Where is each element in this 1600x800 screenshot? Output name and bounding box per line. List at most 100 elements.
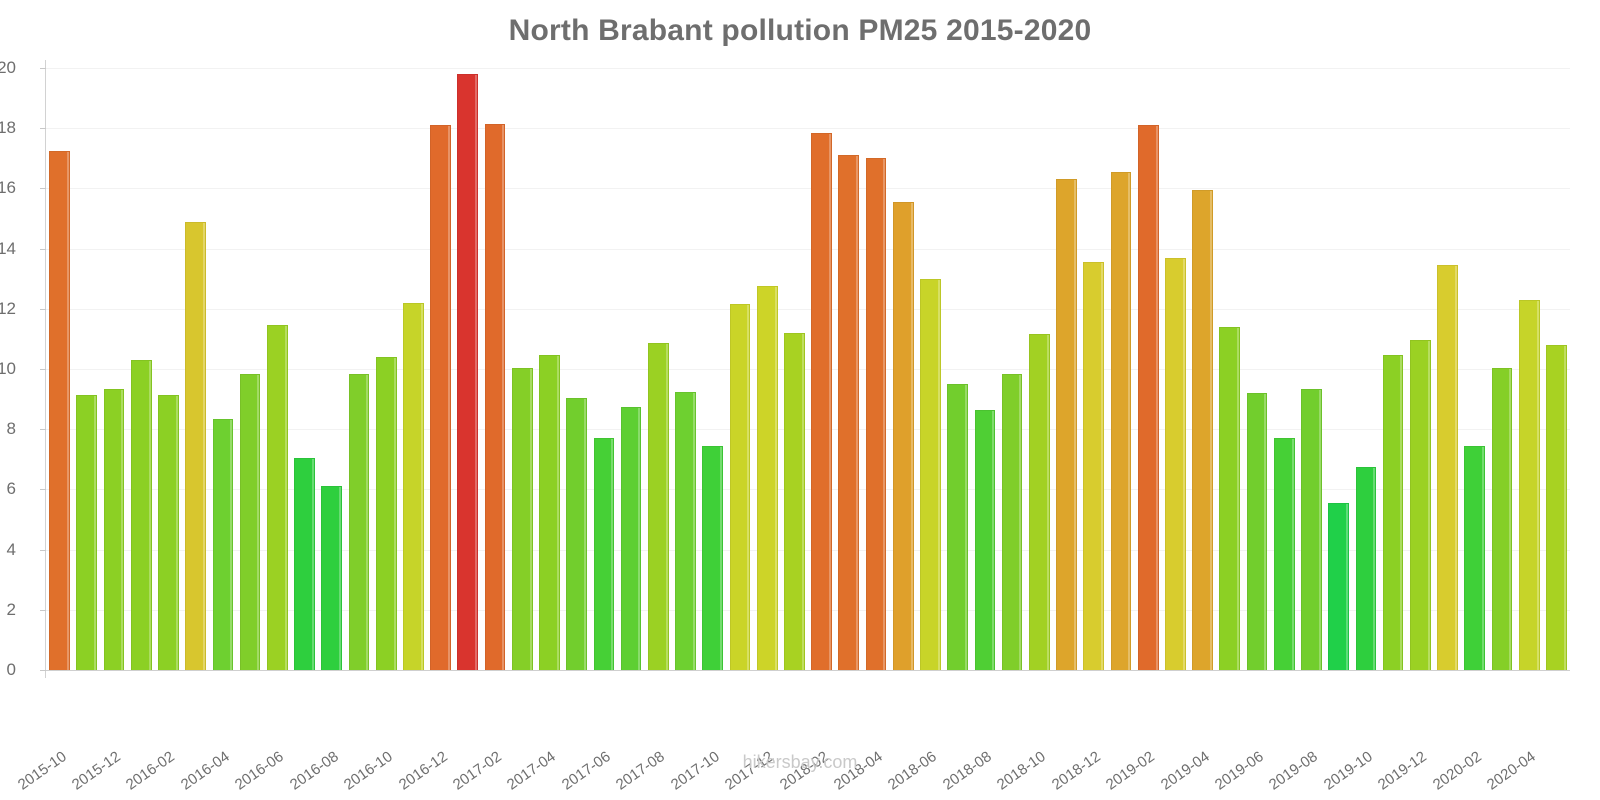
bar[interactable] — [321, 486, 343, 670]
bar-highlight — [339, 487, 342, 670]
bar-highlight — [203, 222, 205, 670]
bar[interactable] — [375, 356, 397, 670]
bar-highlight — [1182, 258, 1185, 670]
y-axis-tick-label: 4 — [6, 539, 16, 559]
bar[interactable] — [239, 373, 261, 670]
bar[interactable] — [647, 343, 669, 670]
bar-highlight — [1427, 341, 1430, 670]
bar[interactable] — [1001, 373, 1023, 670]
bar[interactable] — [1464, 445, 1486, 670]
bar[interactable] — [1137, 125, 1159, 670]
bar[interactable] — [1083, 262, 1105, 670]
bar[interactable] — [1437, 265, 1458, 670]
bar[interactable] — [484, 123, 506, 670]
bar[interactable] — [838, 155, 860, 670]
bar[interactable] — [593, 438, 615, 670]
bar[interactable] — [974, 409, 996, 670]
bar[interactable] — [1246, 393, 1268, 670]
bar-highlight — [94, 395, 97, 670]
bar[interactable] — [1165, 257, 1186, 670]
bar-highlight — [420, 303, 423, 670]
y-axis-tick-mark — [40, 429, 46, 431]
bar[interactable] — [212, 418, 234, 670]
bar-highlight — [311, 458, 314, 670]
gridline — [46, 248, 1570, 250]
bar[interactable] — [348, 373, 370, 670]
bar[interactable] — [185, 221, 206, 670]
bar[interactable] — [784, 332, 805, 670]
bar-highlight — [257, 374, 260, 670]
bar-highlight — [828, 133, 831, 670]
y-axis-tick-mark — [40, 670, 46, 671]
bar[interactable] — [403, 302, 424, 670]
bar-highlight — [502, 124, 505, 670]
bar-highlight — [1155, 126, 1158, 670]
y-axis-tick-label: 0 — [6, 660, 16, 679]
bar[interactable] — [1546, 344, 1567, 670]
y-axis-tick-mark — [40, 128, 46, 130]
bar[interactable] — [1301, 388, 1322, 670]
bar-highlight — [1454, 266, 1457, 670]
bar-highlight — [883, 159, 886, 670]
bar[interactable] — [811, 132, 832, 670]
bar[interactable] — [675, 391, 696, 670]
bar[interactable] — [1028, 334, 1050, 670]
gridline — [46, 609, 1570, 611]
bar-highlight — [230, 419, 233, 670]
bar[interactable] — [892, 201, 914, 670]
gridline — [46, 549, 1570, 551]
source-watermark: hikersbay.com — [742, 752, 858, 772]
bar[interactable] — [76, 394, 98, 670]
bar[interactable] — [457, 74, 479, 670]
bar[interactable] — [511, 367, 533, 670]
bar-highlight — [1046, 335, 1049, 670]
bar[interactable] — [158, 394, 179, 670]
y-axis-tick-mark — [40, 308, 46, 310]
bar[interactable] — [1056, 179, 1077, 670]
bar[interactable] — [947, 384, 968, 670]
bar[interactable] — [1355, 466, 1377, 670]
bar[interactable] — [1110, 171, 1132, 670]
bar[interactable] — [702, 445, 724, 670]
bar[interactable] — [1491, 367, 1513, 670]
bar-highlight — [1237, 327, 1240, 670]
bar-highlight — [284, 326, 287, 670]
bar[interactable] — [1518, 299, 1540, 670]
y-axis-tick-label: 14 — [0, 238, 16, 258]
bar-highlight — [1019, 374, 1022, 670]
bar[interactable] — [729, 304, 751, 670]
bar[interactable] — [920, 278, 941, 670]
bar[interactable] — [294, 457, 315, 670]
bar[interactable] — [865, 158, 887, 670]
bar[interactable] — [1328, 502, 1349, 670]
bar[interactable] — [103, 388, 125, 670]
bar[interactable] — [430, 125, 451, 670]
y-axis-tick-label: 16 — [0, 178, 16, 198]
y-axis-tick-label: 6 — [6, 479, 16, 499]
bar[interactable] — [130, 359, 152, 670]
gridline — [46, 68, 1570, 69]
bar[interactable] — [1382, 355, 1404, 670]
bar-highlight — [1563, 345, 1566, 670]
bar-highlight — [1400, 356, 1403, 670]
y-axis-tick-mark — [40, 248, 46, 250]
bar[interactable] — [1273, 438, 1295, 670]
bar[interactable] — [566, 397, 587, 670]
bar[interactable] — [620, 406, 642, 670]
bar[interactable] — [1192, 189, 1213, 670]
y-axis-tick-label: 8 — [6, 419, 16, 439]
gridline — [46, 308, 1570, 310]
bar-highlight — [937, 279, 940, 670]
bar[interactable] — [266, 325, 288, 670]
bar[interactable] — [539, 355, 560, 670]
bar[interactable] — [49, 150, 70, 670]
bar-highlight — [393, 357, 396, 670]
chart-title: North Brabant pollution PM25 2015-2020 — [508, 14, 1092, 47]
bar-highlight — [611, 439, 614, 670]
bar-highlight — [148, 360, 151, 670]
bar[interactable] — [756, 286, 778, 670]
bar[interactable] — [1219, 326, 1241, 670]
bar[interactable] — [1409, 340, 1431, 670]
bar-highlight — [1073, 180, 1076, 670]
